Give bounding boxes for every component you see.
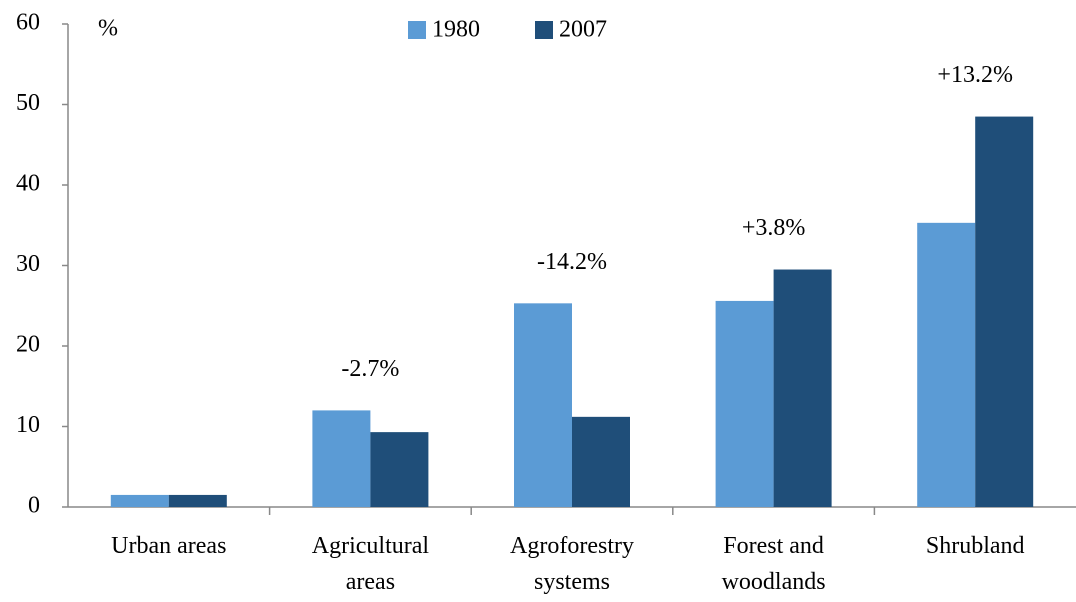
y-tick-label: 0 — [28, 493, 40, 519]
bar — [572, 416, 630, 507]
x-tick-label: Agroforestry systems — [510, 533, 634, 595]
legend-label: 2007 — [559, 17, 607, 43]
legend-label: 1980 — [432, 17, 480, 43]
bar — [773, 269, 832, 507]
bar — [312, 410, 371, 507]
x-tick-label: Urban areas — [111, 533, 226, 559]
y-tick-label: 60 — [16, 10, 40, 36]
bar — [514, 303, 572, 507]
legend-swatch — [408, 21, 426, 39]
y-tick-label: 10 — [16, 412, 40, 438]
x-tick-label: Forest and woodlands — [722, 533, 826, 595]
legend-swatch — [535, 21, 553, 39]
annotation: -14.2% — [537, 249, 607, 275]
x-tick-label: Shrubland — [926, 533, 1025, 559]
annotation: +3.8% — [742, 215, 806, 241]
annotation: +13.2% — [937, 62, 1013, 88]
bar — [917, 222, 976, 507]
bar — [168, 494, 227, 507]
y-tick-label: 50 — [16, 90, 40, 116]
bar — [715, 300, 774, 507]
y-tick-label: 20 — [16, 332, 40, 358]
bar — [110, 494, 169, 507]
bar — [370, 432, 429, 507]
annotation: -2.7% — [341, 356, 399, 382]
y-tick-label: 40 — [16, 171, 40, 197]
bar — [975, 116, 1034, 507]
x-tick-label: Agricultural areas — [312, 533, 430, 595]
y-axis-label: % — [98, 16, 118, 42]
y-tick-label: 30 — [16, 251, 40, 277]
